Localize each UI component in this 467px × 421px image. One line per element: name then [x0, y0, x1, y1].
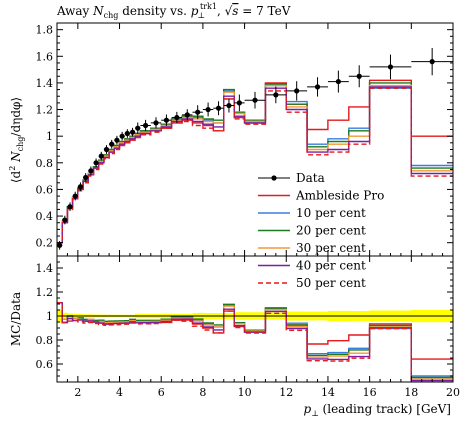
y-tick-label: 0.8: [36, 157, 54, 170]
x-axis-label: p⊥ (leading track) [GeV]: [304, 402, 451, 418]
series-line-40-per-cent: [57, 86, 453, 244]
y-tick-label: 1: [46, 130, 53, 143]
ratio-y-tick-label: 1: [46, 310, 53, 323]
data-point: [62, 217, 68, 223]
data-point: [72, 193, 78, 199]
x-tick-label: 16: [363, 386, 377, 399]
main-y-axis-label: ⟨d2 Nchg/dηdφ⟩: [8, 97, 25, 183]
data-point: [356, 73, 362, 79]
legend-label-10-per-cent: 10 per cent: [296, 206, 366, 220]
data-point: [142, 122, 149, 129]
main-y-axis: 0.2 0.4 0.6 0.8 1 1.2 1.4 1.6 1.8: [36, 23, 454, 256]
data-point: [195, 109, 201, 115]
data-point: [294, 88, 300, 94]
data-point: [88, 168, 94, 174]
legend-label-data: Data: [296, 171, 325, 185]
chart-title: Away Nchg density vs. p⊥trk1, √s = 7 TeV: [56, 2, 291, 20]
y-tick-label: 1.4: [36, 77, 54, 90]
data-point: [153, 120, 159, 126]
legend-label-30-per-cent: 30 per cent: [296, 241, 366, 255]
x-tick-label: 10: [238, 386, 252, 399]
data-point: [226, 102, 232, 109]
ratio-y-tick-label: 1.2: [36, 286, 54, 299]
data-point: [184, 112, 190, 118]
x-tick-label: 8: [199, 386, 206, 399]
data-point: [77, 184, 84, 190]
data-point: [205, 106, 211, 113]
y-tick-label: 0.4: [36, 210, 54, 223]
data-point: [83, 174, 89, 181]
legend-label-20-per-cent: 20 per cent: [296, 224, 366, 238]
y-tick-label: 1.6: [36, 50, 54, 63]
data-point: [314, 84, 321, 90]
data-point: [103, 146, 110, 153]
data-point: [387, 64, 394, 70]
data-point: [215, 105, 222, 111]
series-line-50-per-cent: [57, 87, 453, 244]
data-point: [124, 130, 130, 137]
data-point: [335, 78, 341, 85]
data-point: [429, 59, 435, 65]
data-point: [135, 125, 141, 131]
x-tick-label: 14: [321, 386, 335, 399]
x-tick-label: 20: [446, 386, 460, 399]
legend-label-40-per-cent: 40 per cent: [296, 259, 366, 273]
data-point: [252, 97, 258, 103]
data-point: [109, 141, 115, 147]
data-point: [174, 114, 180, 121]
ratio-y-tick-label: 0.8: [36, 334, 54, 347]
series-line-30-per-cent: [57, 84, 453, 244]
data-point: [98, 153, 104, 159]
data-point: [236, 100, 242, 106]
data-point: [57, 242, 63, 248]
y-tick-label: 0.6: [36, 183, 54, 196]
x-axis: 2 4 6 8 10 12 14 16 18 20: [66, 253, 460, 399]
legend-label-ambleside-pro: Ambleside Pro: [295, 189, 384, 203]
legend: Data Ambleside Pro 10 per cent 20 per cent 3…: [258, 171, 384, 290]
x-tick-label: 6: [158, 386, 165, 399]
main-panel: [57, 47, 453, 250]
ratio-y-tick-label: 1.4: [36, 262, 54, 275]
ratio-y-axis-label: MC/Data: [9, 292, 23, 346]
data-point: [67, 204, 73, 210]
legend-marker-data: [271, 175, 277, 181]
data-point: [163, 117, 170, 123]
data-point: [93, 160, 99, 166]
y-tick-label: 0.2: [36, 237, 54, 250]
data-point: [119, 133, 125, 139]
y-tick-label: 1.2: [36, 104, 54, 117]
x-tick-label: 18: [404, 386, 418, 399]
y-tick-label: 1.8: [36, 24, 54, 37]
ratio-panel: [57, 302, 453, 382]
data-point: [114, 137, 120, 143]
x-tick-label: 12: [279, 386, 293, 399]
data-point: [273, 92, 279, 98]
ratio-y-tick-label: 0.6: [36, 358, 54, 371]
ratio-line-50-per-cent: [57, 302, 453, 382]
ratio-y-axis: 0.6 0.8 1 1.2 1.4: [36, 261, 453, 377]
x-tick-label: 4: [116, 386, 123, 399]
legend-label-50-per-cent: 50 per cent: [296, 276, 366, 290]
x-tick-label: 2: [74, 386, 81, 399]
data-point: [129, 129, 136, 135]
series-line-10-per-cent: [57, 84, 453, 244]
data-points: [57, 47, 453, 250]
